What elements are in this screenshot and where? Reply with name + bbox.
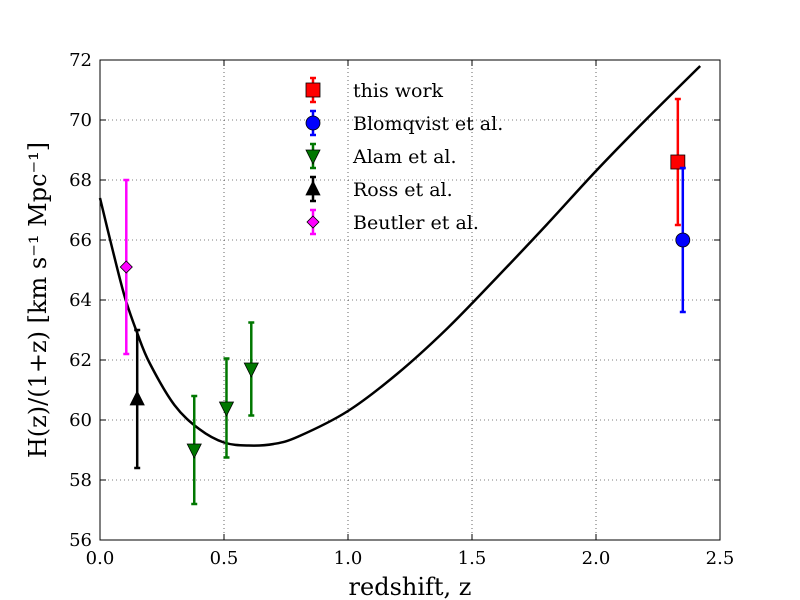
legend-blomqvist-et-al-marker [305,115,321,131]
x-tick-label: 2.0 [582,548,611,569]
y-tick-label: 64 [69,290,92,311]
y-axis-label: H(z)/(1+z) [km s⁻¹ Mpc⁻¹] [24,142,52,458]
alam-et-al-point [243,362,259,378]
legend-ross-et-al-marker [305,180,321,196]
y-tick-label: 62 [69,350,92,371]
y-tick-label: 72 [69,50,92,71]
legend-alam-et-al-marker [305,149,321,165]
alam-et-al-point [186,443,202,459]
legend: this work Blomqvist et al. Alam et al. Ross… [305,76,503,236]
x-tick-label: 1.0 [334,548,363,569]
x-tick-label: 2.5 [706,548,735,569]
legend-ross-et-al-label: Ross et al. [353,179,453,201]
points-layer [119,97,691,506]
x-axis-label: redshift, z [349,573,472,600]
legend-this-work-label: this work [353,80,444,102]
y-tick-label: 56 [69,530,92,551]
y-tick-label: 60 [69,410,92,431]
legend-blomqvist-et-al-label: Blomqvist et al. [353,113,503,135]
y-tick-label: 68 [69,170,92,191]
ticks: 0.0 0.5 1.0 1.5 2.0 2.5 56 58 60 62 64 66 68 70 72 [69,50,734,569]
legend-alam-et-al-label: Alam et al. [352,146,457,168]
beutler-et-al-point [119,260,133,274]
x-tick-label: 0.5 [210,548,239,569]
ross-et-al-point [129,390,145,406]
this-work-point [670,154,686,170]
y-tick-label: 58 [69,470,92,491]
y-tick-label: 66 [69,230,92,251]
y-tick-label: 70 [69,110,92,131]
legend-beutler-et-al-marker [306,215,320,229]
grid [100,60,720,540]
legend-beutler-et-al-label: Beutler et al. [353,212,479,234]
legend-this-work-marker [305,82,321,98]
blomqvist-et-al-point [675,232,691,248]
alam-et-al-point [218,401,235,417]
x-tick-label: 1.5 [458,548,487,569]
x-tick-label: 0.0 [86,548,115,569]
